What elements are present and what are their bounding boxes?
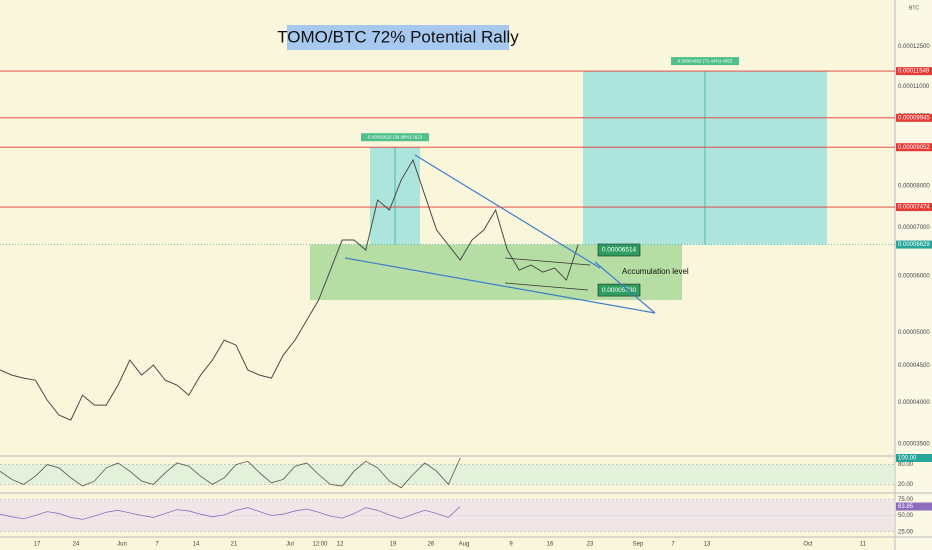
x-tick-label: Jul [286, 542, 294, 548]
x-tick-label: 13 [704, 542, 711, 548]
x-tick-label: Sep [633, 542, 644, 548]
level-label: 0.00007474 [898, 205, 930, 211]
level-tag [896, 143, 932, 152]
annotation: Accumulation level [622, 267, 689, 276]
last-label: 0.00006629 [898, 242, 930, 248]
measure-label-box [671, 57, 739, 66]
trendline [414, 154, 601, 269]
x-tick-label: 9 [509, 542, 513, 548]
y-tick-label: 0.00004500 [898, 363, 930, 369]
trendline [504, 282, 589, 291]
title-box [287, 25, 509, 50]
x-tick-label: 7 [671, 542, 675, 548]
x-tick-label: 12 [337, 542, 344, 548]
measure-label: 0.00002623 (39.98%) 2623 [368, 134, 423, 139]
target-label: 0.00006514 [602, 247, 637, 254]
trendline [594, 261, 656, 314]
target-tag [597, 283, 641, 297]
y-tick-label: 80.00 [898, 462, 914, 468]
y-tick-label: 0.00004000 [898, 400, 930, 406]
y-tick-label: 25.00 [898, 529, 914, 535]
level-label: 0.00009052 [898, 145, 930, 151]
price-line [0, 158, 579, 421]
last-tag [896, 454, 932, 462]
level-label: 0.00009945 [898, 115, 930, 121]
plot: 0.000125000.000110000.000100000.00009000… [0, 44, 932, 548]
x-tick-label: 21 [231, 542, 238, 548]
target-tag [597, 243, 641, 257]
level-tag [896, 203, 932, 212]
x-tick-label: 17 [34, 542, 41, 548]
y-tick-label: 75.00 [898, 497, 914, 503]
band [0, 464, 895, 485]
x-tick-label: 26 [428, 542, 435, 548]
trendline [504, 257, 591, 266]
x-tick-label: 11 [860, 542, 867, 548]
y-tick-label: 0.00008000 [898, 183, 930, 189]
y-tick-label: 0.00011000 [898, 84, 930, 90]
price-line [0, 457, 461, 489]
x-tick-label: 19 [390, 542, 397, 548]
x-tick-label: Aug [459, 542, 470, 548]
last-tag [896, 502, 932, 511]
measure-label-box [361, 133, 429, 142]
x-tick-label: 24 [73, 542, 80, 548]
trendline [344, 257, 656, 314]
y-tick-label: 0.00003500 [898, 442, 930, 448]
y-tick-label: 0.00006000 [898, 273, 930, 279]
x-tick-label: 14 [193, 542, 200, 548]
level-tag [896, 67, 932, 76]
last-label: 63.85 [898, 504, 914, 510]
y-tick-label: 0.00007000 [898, 225, 930, 231]
x-tick-label: Oct [803, 542, 813, 548]
quote-currency: BTC [909, 5, 919, 11]
last-tag [896, 240, 932, 249]
x-tick-label: 12:00 [312, 542, 328, 548]
y-tick-label: 20.00 [898, 482, 914, 488]
level-tag [896, 113, 932, 122]
chart-title: TOMO/BTC 72% Potential Rally [277, 27, 519, 46]
y-tick-label: 0.00012500 [898, 44, 930, 50]
target-label: 0.00005730 [602, 287, 637, 294]
y-tick-label: 0.00005000 [898, 330, 930, 336]
x-tick-label: 23 [587, 542, 594, 548]
x-tick-label: 16 [547, 542, 554, 548]
measure-label: 0.00004653 (71.44%) 4653 [678, 58, 733, 63]
y-tick-label: 50.00 [898, 513, 914, 519]
last-label: 100.00 [898, 456, 917, 462]
band [0, 499, 895, 532]
price-line [0, 506, 461, 520]
x-tick-label: 7 [155, 542, 159, 548]
x-tick-label: Jun [117, 542, 127, 548]
level-label: 0.00011549 [898, 69, 930, 75]
